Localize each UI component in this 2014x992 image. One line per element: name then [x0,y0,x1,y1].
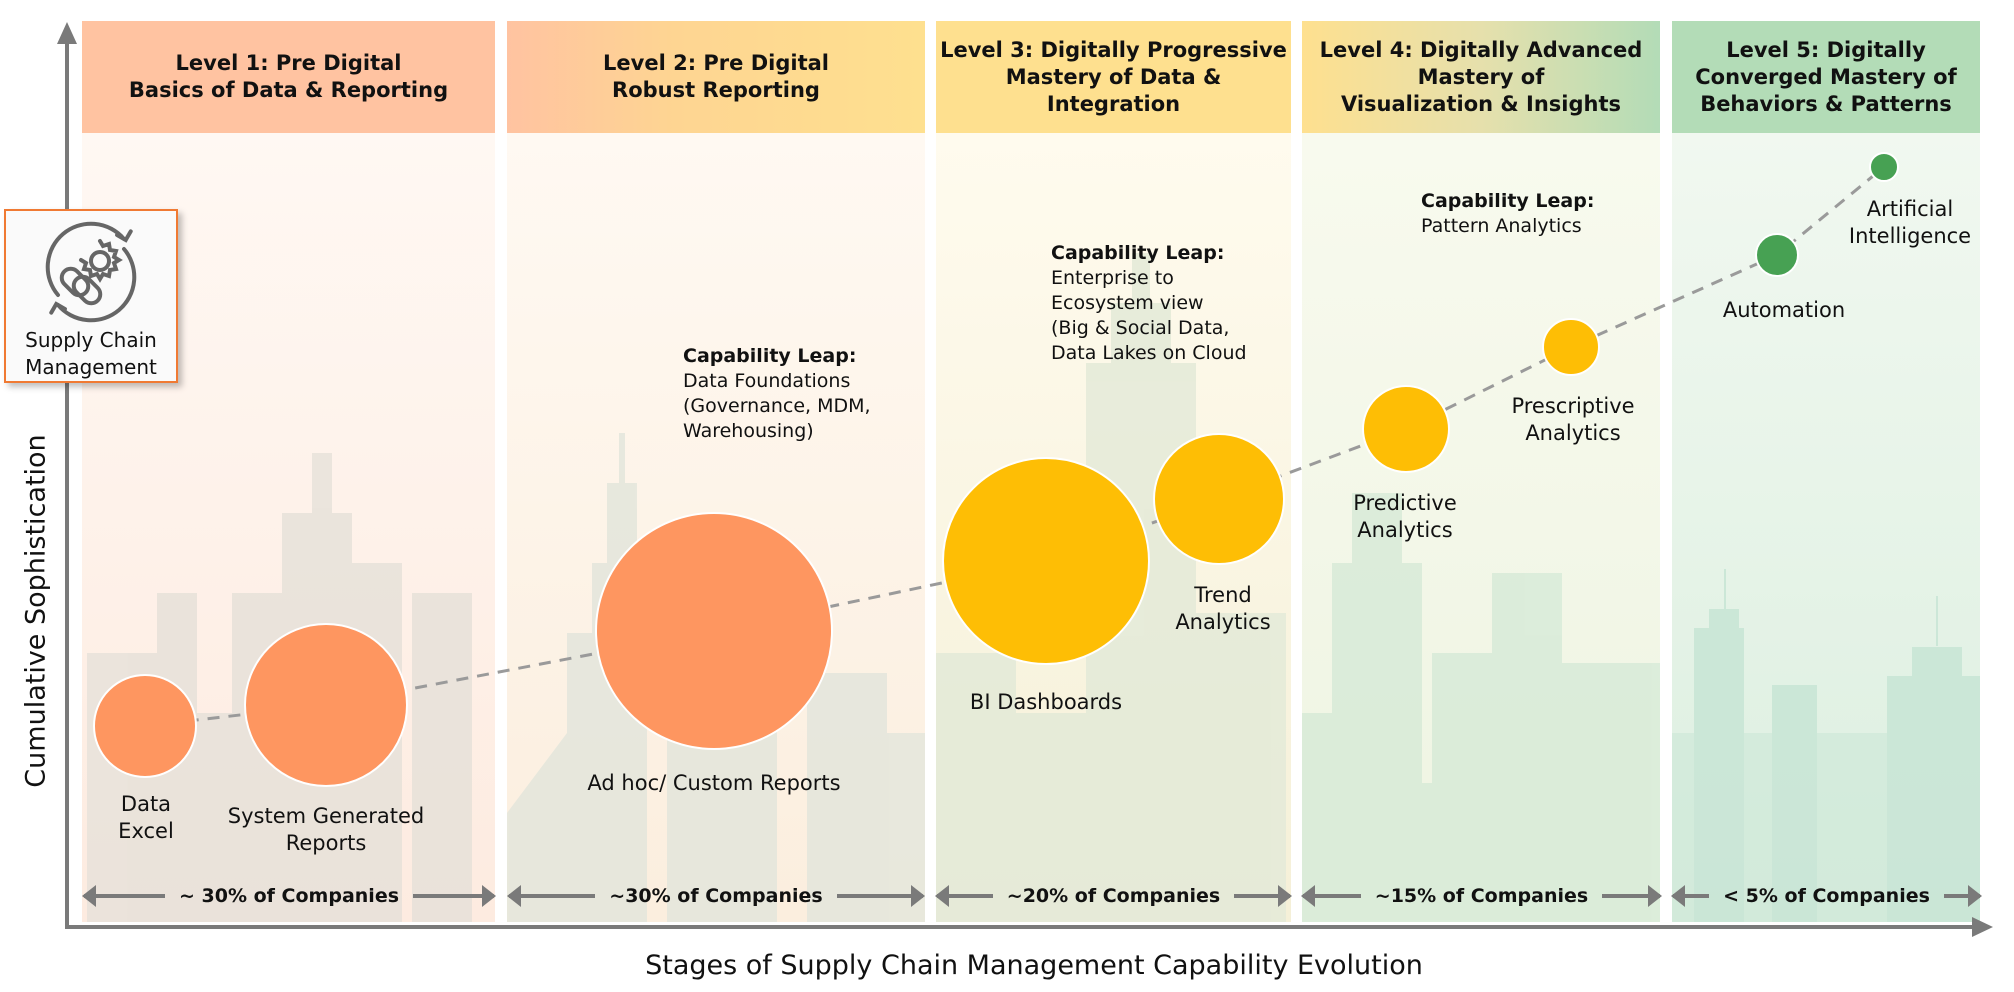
bubble-system-generated-reports [244,623,408,787]
label-automation: Automation [1722,298,1846,322]
capability-leap-1: Capability Leap: Data Foundations (Gover… [683,344,871,444]
capability-leap-title: Capability Leap: [1421,190,1595,212]
share-level-2: ~30% of Companies [506,880,926,912]
share-level-5: < 5% of Companies [1670,880,1983,912]
city-skyline-bg [1672,569,1980,922]
y-axis-arrow-icon [57,22,77,44]
capability-leap-title: Capability Leap: [1051,242,1225,264]
right-arrow-icon [1602,885,1662,907]
capability-leap-3: Capability Leap: Pattern Analytics [1421,189,1594,239]
left-arrow-icon [1670,885,1710,907]
label-predictive-analytics: Predictive Analytics [1353,491,1457,542]
capability-leap-text: Pattern Analytics [1421,215,1582,237]
label-prescriptive-analytics: Prescriptive Analytics [1511,394,1635,445]
bubble-ad-hoc-custom-reports [595,512,833,750]
capability-leap-text: Data Foundations (Governance, MDM, Wareh… [683,370,871,442]
bubble-data-excel [93,674,197,778]
bubble-automation [1755,233,1799,277]
left-arrow-icon [506,885,596,907]
left-arrow-icon [82,885,165,907]
label-data-excel: Data Excel [118,792,174,843]
x-axis-arrow-icon [1972,917,1993,937]
share-text: ~30% of Companies [609,885,823,907]
right-arrow-icon [1234,885,1292,907]
right-arrow-icon [1943,885,1983,907]
bubble-artificial-intelligence [1869,152,1899,182]
label-ad-hoc-custom-reports: Ad hoc/ Custom Reports [587,771,841,795]
share-text: ~20% of Companies [1006,885,1221,907]
supply-chain-gear-link-cycle-icon [45,221,137,323]
share-level-1: ~ 30% of Companies [82,880,497,912]
bubble-predictive-analytics [1362,385,1450,473]
capability-leap-title: Capability Leap: [683,345,857,367]
level-1-header: Level 1: Pre Digital Basics of Data & Re… [82,21,495,133]
bubble-bi-dashboards [942,457,1150,665]
share-text: ~15% of Companies [1374,885,1589,907]
left-arrow-icon [1301,885,1361,907]
right-arrow-icon [836,885,926,907]
capability-leap-text: Enterprise to Ecosystem view (Big & Soci… [1051,267,1247,364]
share-text: < 5% of Companies [1723,885,1930,907]
share-level-3: ~20% of Companies [935,880,1292,912]
level-5-header: Level 5: Digitally Converged Mastery of … [1672,21,1980,133]
left-arrow-icon [935,885,993,907]
level-4-header: Level 4: Digitally Advanced Mastery of V… [1302,21,1660,133]
badge-label: Supply Chain Management [25,328,157,379]
city-skyline-bg [1302,493,1660,922]
share-text: ~ 30% of Companies [179,885,400,907]
right-arrow-icon [413,885,497,907]
share-level-4: ~15% of Companies [1301,880,1662,912]
level-3-header: Level 3: Digitally Progressive Mastery o… [936,21,1291,133]
level-4-column [1302,133,1660,922]
label-trend-analytics: Trend Analytics [1175,583,1271,634]
level-5-column [1672,133,1980,922]
capability-leap-2: Capability Leap: Enterprise to Ecosystem… [1051,241,1247,366]
supply-chain-management-badge: Supply Chain Management [4,209,178,383]
x-axis-label: Stages of Supply Chain Management Capabi… [645,950,1423,981]
label-system-generated-reports: System Generated Reports [227,804,425,855]
bubble-trend-analytics [1153,433,1285,565]
level-2-header: Level 2: Pre Digital Robust Reporting [507,21,925,133]
y-axis-label: Cumulative Sophistication [20,434,52,788]
label-artificial-intelligence: Artificial Intelligence [1848,197,1972,248]
label-bi-dashboards: BI Dashboards [969,690,1123,714]
bubble-prescriptive-analytics [1542,318,1600,376]
